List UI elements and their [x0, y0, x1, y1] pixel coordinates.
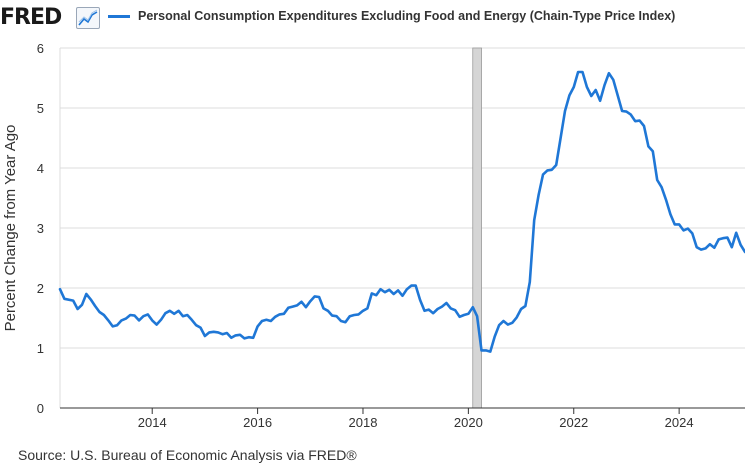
x-tick-label: 2014: [138, 415, 167, 430]
source-note: Source: U.S. Bureau of Economic Analysis…: [18, 447, 357, 463]
x-tick-label: 2018: [349, 415, 378, 430]
legend-label: Personal Consumption Expenditures Exclud…: [138, 9, 676, 23]
chart-header: FRED Personal Consumption Expenditures E…: [0, 0, 745, 36]
recession-bar: [472, 47, 482, 409]
y-tick-label: 2: [37, 281, 44, 296]
x-tick-label: 2016: [243, 415, 272, 430]
x-axis-ticks: 2014 2016 2018 2020 2022 2024: [138, 408, 694, 430]
gridlines: [59, 47, 745, 408]
series-line: [58, 70, 745, 353]
y-tick-label: 4: [37, 161, 44, 176]
recession-shading: [472, 47, 482, 409]
line-chart-icon: [76, 7, 100, 29]
legend-swatch: [108, 14, 130, 18]
x-tick-label: 2022: [559, 415, 588, 430]
x-tick-label: 2024: [665, 415, 694, 430]
y-tick-label: 1: [37, 341, 44, 356]
y-tick-label: 3: [37, 221, 44, 236]
y-tick-label: 6: [37, 41, 44, 56]
fred-logo[interactable]: FRED: [0, 5, 62, 30]
y-tick-label: 5: [37, 101, 44, 116]
x-tick-label: 2020: [454, 415, 483, 430]
series-layer: [58, 70, 745, 353]
legend: Personal Consumption Expenditures Exclud…: [108, 9, 675, 23]
y-tick-label: 0: [37, 401, 44, 416]
y-axis-label: Percent Change from Year Ago: [2, 125, 19, 332]
y-axis-ticks: 0 1 2 3 4 5 6: [37, 41, 44, 416]
